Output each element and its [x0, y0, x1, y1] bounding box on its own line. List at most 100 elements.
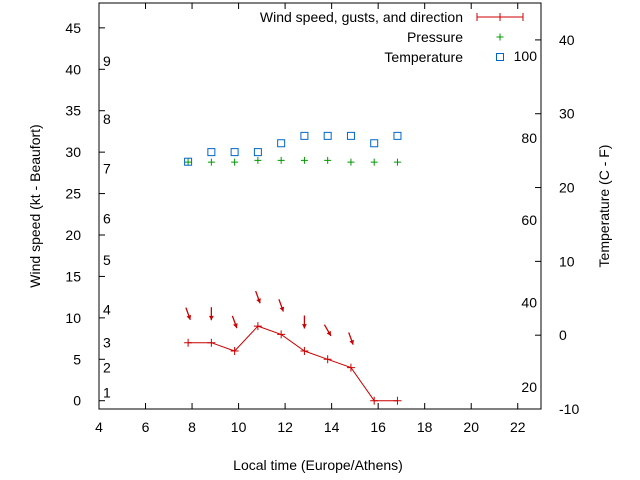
wind-speed-point	[230, 347, 239, 355]
beaufort-label: 1	[103, 384, 111, 400]
y-tick-label: 40	[65, 61, 81, 77]
x-tick-label: 18	[417, 419, 433, 435]
wind-arrow-head	[208, 315, 214, 321]
temperature-point	[300, 131, 309, 140]
pressure-point	[184, 158, 192, 166]
y2-tick-label: 40	[559, 32, 575, 48]
x-tick-label: 12	[277, 419, 293, 435]
wind-arrow-head	[326, 330, 331, 336]
wind-direction-arrow	[231, 315, 238, 329]
wind-direction-arrow	[185, 307, 192, 321]
x-tick-label: 10	[231, 419, 247, 435]
series	[184, 131, 402, 405]
y-tick-label: 30	[65, 144, 81, 160]
tick-labels: 4 6 8 10 12 14 16 18 20 22051015202530354045-1001…	[65, 20, 579, 435]
y2-tick-label: 10	[559, 253, 575, 269]
pressure-point	[207, 158, 215, 166]
wind-direction-arrow	[278, 299, 285, 312]
wind-direction-arrow	[302, 315, 307, 329]
legend-label-temperature: Temperature	[384, 49, 463, 65]
pressure-point	[254, 156, 262, 164]
y-tick-label: 10	[65, 310, 81, 326]
temperature-point	[230, 148, 239, 157]
wind-speed-line	[188, 325, 398, 402]
pressure-point	[347, 158, 355, 166]
wind-arrow-head	[302, 324, 307, 329]
pressure-point	[393, 158, 401, 166]
pressure-point	[231, 158, 239, 166]
wind-arrow-head	[256, 298, 261, 304]
y-tick-label: 0	[73, 393, 81, 409]
temperature-point	[323, 131, 332, 140]
wind-arrow-head	[186, 314, 192, 320]
fahrenheit-label: 20	[521, 379, 537, 395]
y-tick-label: 15	[65, 268, 81, 284]
beaufort-label: 2	[103, 360, 111, 376]
wind-direction-arrow	[208, 307, 214, 321]
x-tick-label: 6	[142, 419, 150, 435]
beaufort-label: 4	[103, 302, 111, 318]
plot-frame	[98, 2, 542, 410]
beaufort-label: 6	[103, 210, 111, 226]
x-axis-title: Local time (Europe/Athens)	[233, 457, 403, 473]
x-tick-label: 4	[95, 419, 103, 435]
y-tick-label: 25	[65, 186, 81, 202]
wind-speed-point	[393, 396, 402, 405]
pressure-point	[370, 158, 378, 166]
pressure-point	[300, 156, 308, 164]
x-tick-label: 14	[324, 419, 340, 435]
legend: Wind speed, gusts, and direction Pressure…	[260, 9, 524, 65]
beaufort-label: 5	[103, 252, 111, 268]
y-tick-label: 20	[65, 227, 81, 243]
beaufort-label: 8	[103, 111, 111, 127]
y-tick-label: 45	[65, 20, 81, 36]
wind-speed-point	[370, 396, 379, 405]
wind-speed-point	[207, 338, 216, 347]
x-tick-label: 16	[370, 419, 386, 435]
beaufort-label: 7	[103, 161, 111, 177]
temperature-point	[277, 139, 286, 148]
x-tick-label: 22	[510, 419, 526, 435]
wind-speed-point	[346, 363, 355, 372]
wind-direction-arrow	[323, 324, 332, 337]
y-axis-title: Wind speed (kt - Beaufort)	[27, 124, 43, 287]
temperature-point	[253, 148, 262, 157]
x-tick-label: 8	[188, 419, 196, 435]
temperature-point	[346, 131, 355, 140]
beaufort-label: 3	[103, 335, 111, 351]
fahrenheit-label: 60	[521, 212, 537, 228]
temperature-point	[207, 148, 216, 157]
y2-tick-label: 20	[559, 180, 575, 196]
wind-speed-point	[253, 322, 262, 331]
fahrenheit-label: 40	[521, 295, 537, 311]
pressure-point	[324, 156, 332, 164]
wind-arrow-head	[233, 323, 238, 329]
wind-direction-arrow	[255, 290, 261, 304]
y2-axis-title: Temperature (C - F)	[596, 145, 612, 268]
y2-tick-label: 0	[559, 327, 567, 343]
wind-speed-point	[323, 355, 332, 364]
wind-speed-point	[300, 347, 309, 355]
fahrenheit-label: 80	[521, 130, 537, 146]
y2-tick-label: -10	[559, 401, 579, 417]
wind-arrow-head	[279, 306, 285, 312]
legend-label-wind: Wind speed, gusts, and direction	[260, 9, 463, 25]
wind-direction-arrow	[348, 332, 354, 345]
wind-arrow-head	[349, 339, 354, 345]
y2-tick-label: 30	[559, 106, 575, 122]
ticks	[98, 3, 541, 410]
temperature-point	[370, 139, 379, 148]
legend-marker-wind	[496, 13, 504, 21]
x-tick-label: 20	[463, 419, 479, 435]
temperature-point	[184, 157, 193, 166]
pressure-point	[277, 156, 285, 164]
legend-marker-temperature	[496, 53, 504, 61]
beaufort-label: 9	[103, 53, 111, 69]
wind-speed-point	[277, 330, 286, 339]
inner-labels: 1 2 3 4 5 6 7 8 9 20 40 60 80 100	[103, 48, 537, 400]
legend-label-pressure: Pressure	[407, 29, 463, 45]
y-tick-label: 35	[65, 103, 81, 119]
wind-speed-point	[184, 338, 193, 347]
legend-marker-pressure	[496, 33, 504, 41]
